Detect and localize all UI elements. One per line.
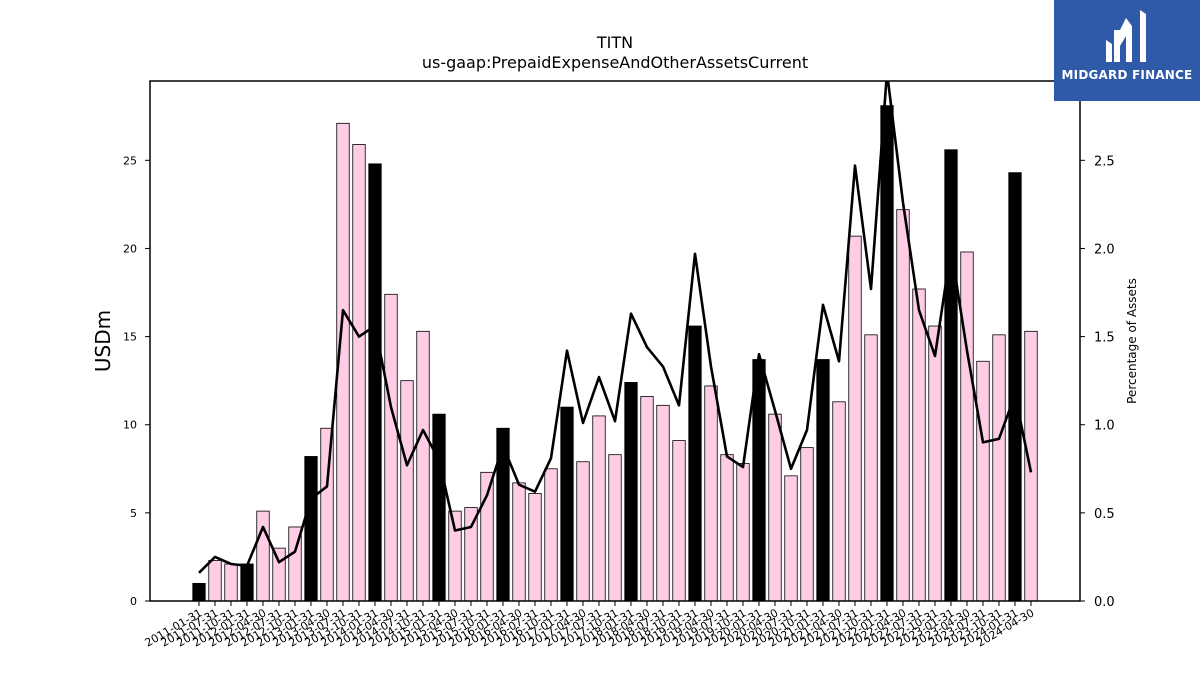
bar xyxy=(192,582,206,602)
bar xyxy=(800,447,814,602)
y2-axis-label: Percentage of Assets xyxy=(1125,278,1139,404)
bar xyxy=(752,359,766,602)
y-tick-label: 25 xyxy=(123,154,137,167)
bar xyxy=(960,251,974,602)
bar xyxy=(880,105,894,602)
bar xyxy=(832,401,846,602)
y2-tick-label: 2.5 xyxy=(1094,154,1115,169)
bar xyxy=(848,235,862,602)
y2-tick-label: 1.0 xyxy=(1094,419,1115,434)
bar xyxy=(592,415,606,602)
bar xyxy=(416,330,430,602)
bar xyxy=(384,293,398,602)
bar xyxy=(368,163,382,602)
y-axis-label: USDm xyxy=(91,310,115,372)
bar xyxy=(896,209,910,602)
bar xyxy=(304,456,318,602)
percentage-line-series xyxy=(198,81,1033,574)
bar xyxy=(352,144,366,602)
bar xyxy=(320,427,334,602)
bar xyxy=(944,149,958,602)
bar xyxy=(640,396,654,602)
bar xyxy=(1008,172,1022,602)
bar xyxy=(720,454,734,602)
bar xyxy=(928,325,942,602)
bar xyxy=(608,454,622,602)
y2-tick-label: 1.5 xyxy=(1094,331,1115,346)
bar xyxy=(464,507,478,602)
y-tick-label: 0 xyxy=(130,595,137,608)
chart-subtitle: us-gaap:PrepaidExpenseAndOtherAssetsCurr… xyxy=(422,53,808,72)
brand-name: MIDGARD FINANCE xyxy=(1061,68,1193,82)
bar xyxy=(448,510,462,602)
bar xyxy=(864,334,878,602)
y2-tick-label: 0.5 xyxy=(1094,507,1115,522)
midgard-logo-icon xyxy=(1106,10,1146,62)
axes: 05101520250.00.51.01.52.02.52011-01-3120… xyxy=(123,80,1115,650)
bar xyxy=(256,510,270,602)
bar xyxy=(512,482,526,602)
bar xyxy=(736,463,750,602)
y-tick-label: 10 xyxy=(123,419,137,432)
bar xyxy=(624,382,638,602)
bar xyxy=(272,547,286,602)
bar xyxy=(672,440,686,602)
bar xyxy=(240,563,254,602)
bar xyxy=(992,334,1006,602)
y-tick-label: 5 xyxy=(130,507,137,520)
bar xyxy=(528,493,542,602)
bar xyxy=(704,385,718,602)
bar xyxy=(976,360,990,602)
y2-tick-label: 2.0 xyxy=(1094,242,1115,257)
bar xyxy=(224,563,238,602)
brand-logo: MIDGARD FINANCE xyxy=(1054,0,1200,101)
y-tick-label: 20 xyxy=(123,242,137,255)
percentage-line xyxy=(198,81,1033,574)
bar xyxy=(816,359,830,602)
bar xyxy=(768,413,782,602)
bar xyxy=(784,475,798,602)
bar-series xyxy=(192,105,1038,602)
bar xyxy=(560,406,574,602)
bar xyxy=(688,325,702,602)
y2-tick-label: 0.0 xyxy=(1094,595,1115,610)
bar xyxy=(400,380,414,602)
bar xyxy=(576,461,590,602)
bar xyxy=(656,404,670,602)
chart-title: TITN xyxy=(596,33,633,52)
bar xyxy=(544,468,558,602)
bar xyxy=(208,560,222,602)
y-tick-label: 15 xyxy=(123,331,137,344)
bar xyxy=(912,288,926,602)
bar xyxy=(432,413,446,602)
